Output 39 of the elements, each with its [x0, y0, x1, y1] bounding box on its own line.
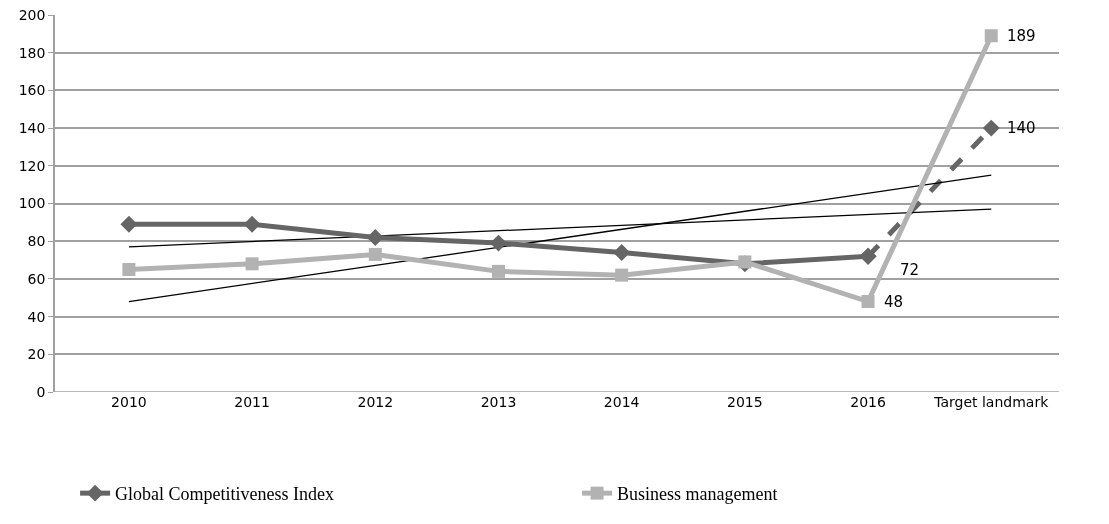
point	[120, 215, 138, 233]
x-tick-label: 2011	[234, 394, 270, 410]
y-tick-label: 180	[18, 44, 46, 61]
y-tick-label: 120	[18, 157, 46, 174]
x-tick-label: Target landmark	[933, 394, 1050, 410]
x-tick-label: 2013	[480, 394, 517, 410]
x-tick-label: 2016	[850, 394, 886, 410]
point	[982, 119, 1000, 137]
point	[243, 215, 261, 233]
point	[615, 268, 629, 282]
data-label: 48	[884, 293, 904, 311]
y-tick-label: 100	[18, 195, 46, 212]
point	[122, 262, 136, 276]
data-label: 189	[1007, 27, 1036, 45]
point	[366, 228, 384, 246]
point	[861, 295, 875, 309]
point	[368, 247, 382, 261]
x-tick-label: 2014	[603, 394, 640, 410]
x-tick-label: 2012	[357, 394, 394, 410]
y-tick-label: 80	[27, 233, 46, 250]
x-tick-label: 2015	[727, 394, 763, 410]
legend-label: Business management	[617, 484, 778, 505]
y-tick-label: 20	[27, 346, 46, 363]
point	[984, 29, 998, 43]
x-tick-label: 2010	[111, 394, 147, 410]
y-tick-label: 0	[36, 383, 46, 400]
point	[491, 264, 505, 278]
y-tick-label: 60	[27, 270, 46, 287]
y-tick-label: 140	[18, 120, 46, 136]
point	[738, 255, 752, 269]
data-label: 140	[1007, 119, 1036, 137]
y-tick-label: 40	[27, 308, 46, 325]
y-tick-label: 200	[18, 6, 46, 23]
point	[245, 257, 259, 271]
point	[613, 244, 631, 261]
data-label: 72	[900, 261, 920, 279]
point	[490, 234, 507, 252]
legend-label: Global Competitiveness Index	[115, 484, 335, 505]
y-tick-label: 160	[18, 82, 46, 99]
